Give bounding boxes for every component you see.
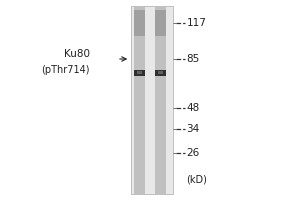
Text: 48: 48: [187, 103, 200, 113]
Bar: [134, 70, 145, 76]
Bar: [155, 70, 166, 76]
Bar: [134, 6, 145, 194]
Bar: [137, 71, 142, 74]
Bar: [158, 71, 163, 74]
Text: Ku80: Ku80: [64, 49, 90, 59]
Text: 117: 117: [187, 18, 206, 28]
Bar: [155, 10, 166, 36]
Bar: [134, 10, 145, 36]
Bar: [130, 6, 172, 194]
Text: 26: 26: [187, 148, 200, 158]
Bar: [155, 6, 166, 194]
Text: 34: 34: [187, 124, 200, 134]
Text: (kD): (kD): [187, 175, 208, 185]
Text: 85: 85: [187, 54, 200, 64]
Text: (pThr714): (pThr714): [41, 65, 90, 75]
